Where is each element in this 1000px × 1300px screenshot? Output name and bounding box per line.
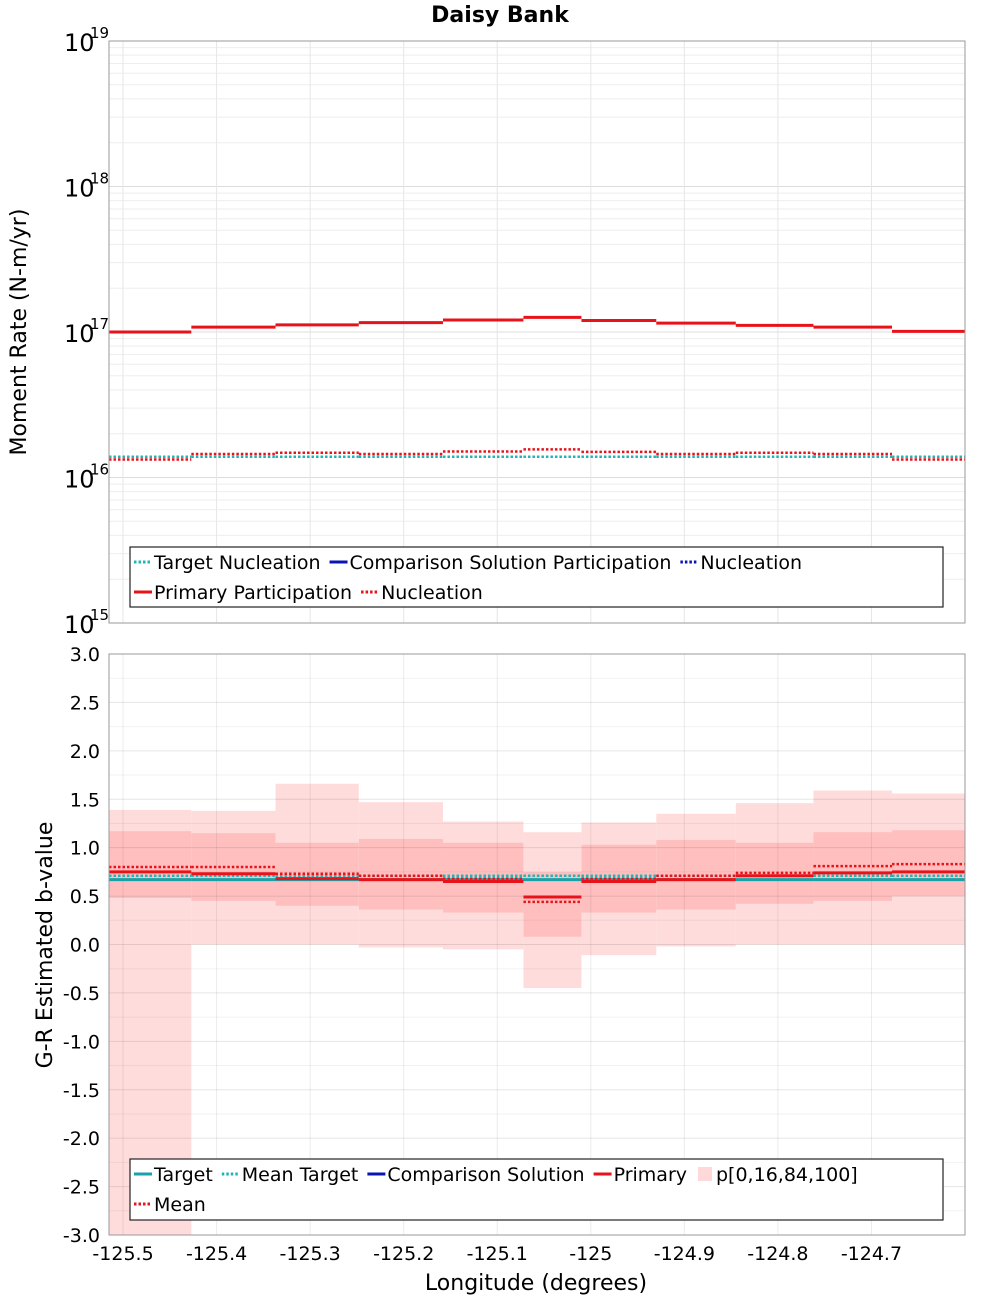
y-tick-label: 1.5: [70, 789, 100, 811]
b-value-plot: 3.0 2.5 2.0 1.5 1.0 0.5 0.0 -0.5 -1.0 -1.5 -2.0 -2.…: [63, 644, 966, 1265]
legend-label: Target Nucleation: [153, 552, 321, 574]
y-tick-label: 0.5: [70, 886, 100, 908]
legend-item: Nucleation: [680, 552, 802, 574]
y-tick-label: -1.0: [63, 1031, 100, 1053]
legend-label: Mean: [154, 1194, 206, 1216]
y-tick-exponent: 15: [90, 606, 109, 624]
legend-label: Comparison Solution: [387, 1164, 584, 1186]
x-tick-label: -124.9: [654, 1243, 715, 1265]
legend-label: Nucleation: [381, 582, 483, 604]
x-tick-label: -125: [569, 1243, 612, 1265]
legend-label: p[0,16,84,100]: [716, 1164, 858, 1186]
band-inner: [735, 842, 814, 904]
legend-label: Primary: [614, 1164, 687, 1186]
x-tick-label: -124.7: [841, 1243, 902, 1265]
band-inner: [656, 839, 736, 910]
series-nucleation: [109, 448, 965, 461]
series-primary-participation: [109, 315, 965, 334]
y-tick-exponent: 19: [90, 24, 109, 42]
y-tick-label: 2.0: [70, 741, 100, 763]
y-tick-label: -2.0: [63, 1128, 100, 1150]
bottom-y-axis-label: G-R Estimated b-value: [33, 822, 58, 1069]
bottom-plot-frame: [108, 653, 966, 1236]
band-inner: [109, 831, 192, 899]
band-inner: [358, 838, 443, 910]
legend-item: p[0,16,84,100]: [698, 1164, 858, 1186]
y-tick-label: 1.0: [70, 838, 100, 860]
legend-label: Comparison Solution Participation: [350, 552, 672, 574]
y-tick-label: 2.5: [70, 692, 100, 714]
band-inner: [442, 842, 524, 913]
y-tick-label: 3.0: [70, 644, 100, 666]
legend-label: Primary Participation: [154, 582, 352, 604]
legend-item: Mean: [134, 1194, 206, 1216]
x-tick-label: -125.3: [280, 1243, 341, 1265]
band-inner: [523, 871, 582, 937]
legend-item: Primary Participation: [134, 582, 352, 604]
series-mean: [109, 862, 965, 904]
legend-swatch: [698, 1167, 712, 1181]
x-ticks: -125.5 -125.4 -125.3 -125.2 -125.1 -125 -124.9…: [92, 1243, 902, 1265]
legend-item: Mean Target: [221, 1164, 359, 1186]
top-series: [109, 315, 965, 461]
bottom-legend: Target Mean Target Comparison Solution Prim…: [129, 1158, 944, 1221]
legend-item: Comparison Solution Participation: [329, 552, 672, 574]
series-primary: [109, 870, 965, 899]
x-tick-label: -124.8: [747, 1243, 808, 1265]
legend-item: Comparison Solution: [367, 1164, 585, 1186]
y-tick-label: 0.0: [70, 935, 100, 957]
x-tick-label: -125.5: [92, 1243, 153, 1265]
y-tick-label: -1.5: [63, 1080, 100, 1102]
bottom-legend-box: [129, 1158, 944, 1221]
y-tick-exponent: 16: [90, 461, 109, 479]
top-legend: Target Nucleation Comparison Solution Par…: [129, 546, 944, 608]
legend-label: Nucleation: [700, 552, 802, 574]
chart-title: Daisy Bank: [431, 3, 570, 28]
legend-item: Target Nucleation: [134, 552, 321, 574]
legend-item: Target: [134, 1164, 213, 1186]
y-tick-label: 10: [64, 611, 95, 639]
legend-label: Mean Target: [242, 1164, 359, 1186]
y-tick-label: -0.5: [63, 983, 100, 1005]
bottom-series: [109, 862, 965, 904]
x-tick-label: -125.4: [186, 1243, 247, 1265]
x-tick-label: -125.1: [467, 1243, 528, 1265]
bottom-y-ticks: 3.0 2.5 2.0 1.5 1.0 0.5 0.0 -0.5 -1.0 -1.5 -2.0 -2.…: [63, 644, 100, 1247]
y-tick-label: 10: [64, 29, 95, 57]
legend-label: Target: [153, 1164, 213, 1186]
y-tick-label: -3.0: [63, 1225, 100, 1247]
y-tick-label: 10: [64, 175, 95, 203]
y-tick-label: -2.5: [63, 1177, 100, 1199]
legend-item: Primary: [593, 1164, 687, 1186]
top-plot-frame: [108, 40, 966, 624]
x-axis-label: Longitude (degrees): [425, 1271, 647, 1296]
top-y-axis-label: Moment Rate (N-m/yr): [7, 209, 32, 456]
y-tick-exponent: 18: [90, 170, 109, 188]
top-legend-box: [129, 546, 944, 608]
y-tick-label: 10: [64, 466, 95, 494]
y-tick-exponent: 17: [90, 315, 109, 333]
legend-item: Nucleation: [361, 582, 483, 604]
y-tick-label: 10: [64, 320, 95, 348]
x-tick-label: -125.2: [373, 1243, 434, 1265]
band-inner: [813, 832, 893, 901]
